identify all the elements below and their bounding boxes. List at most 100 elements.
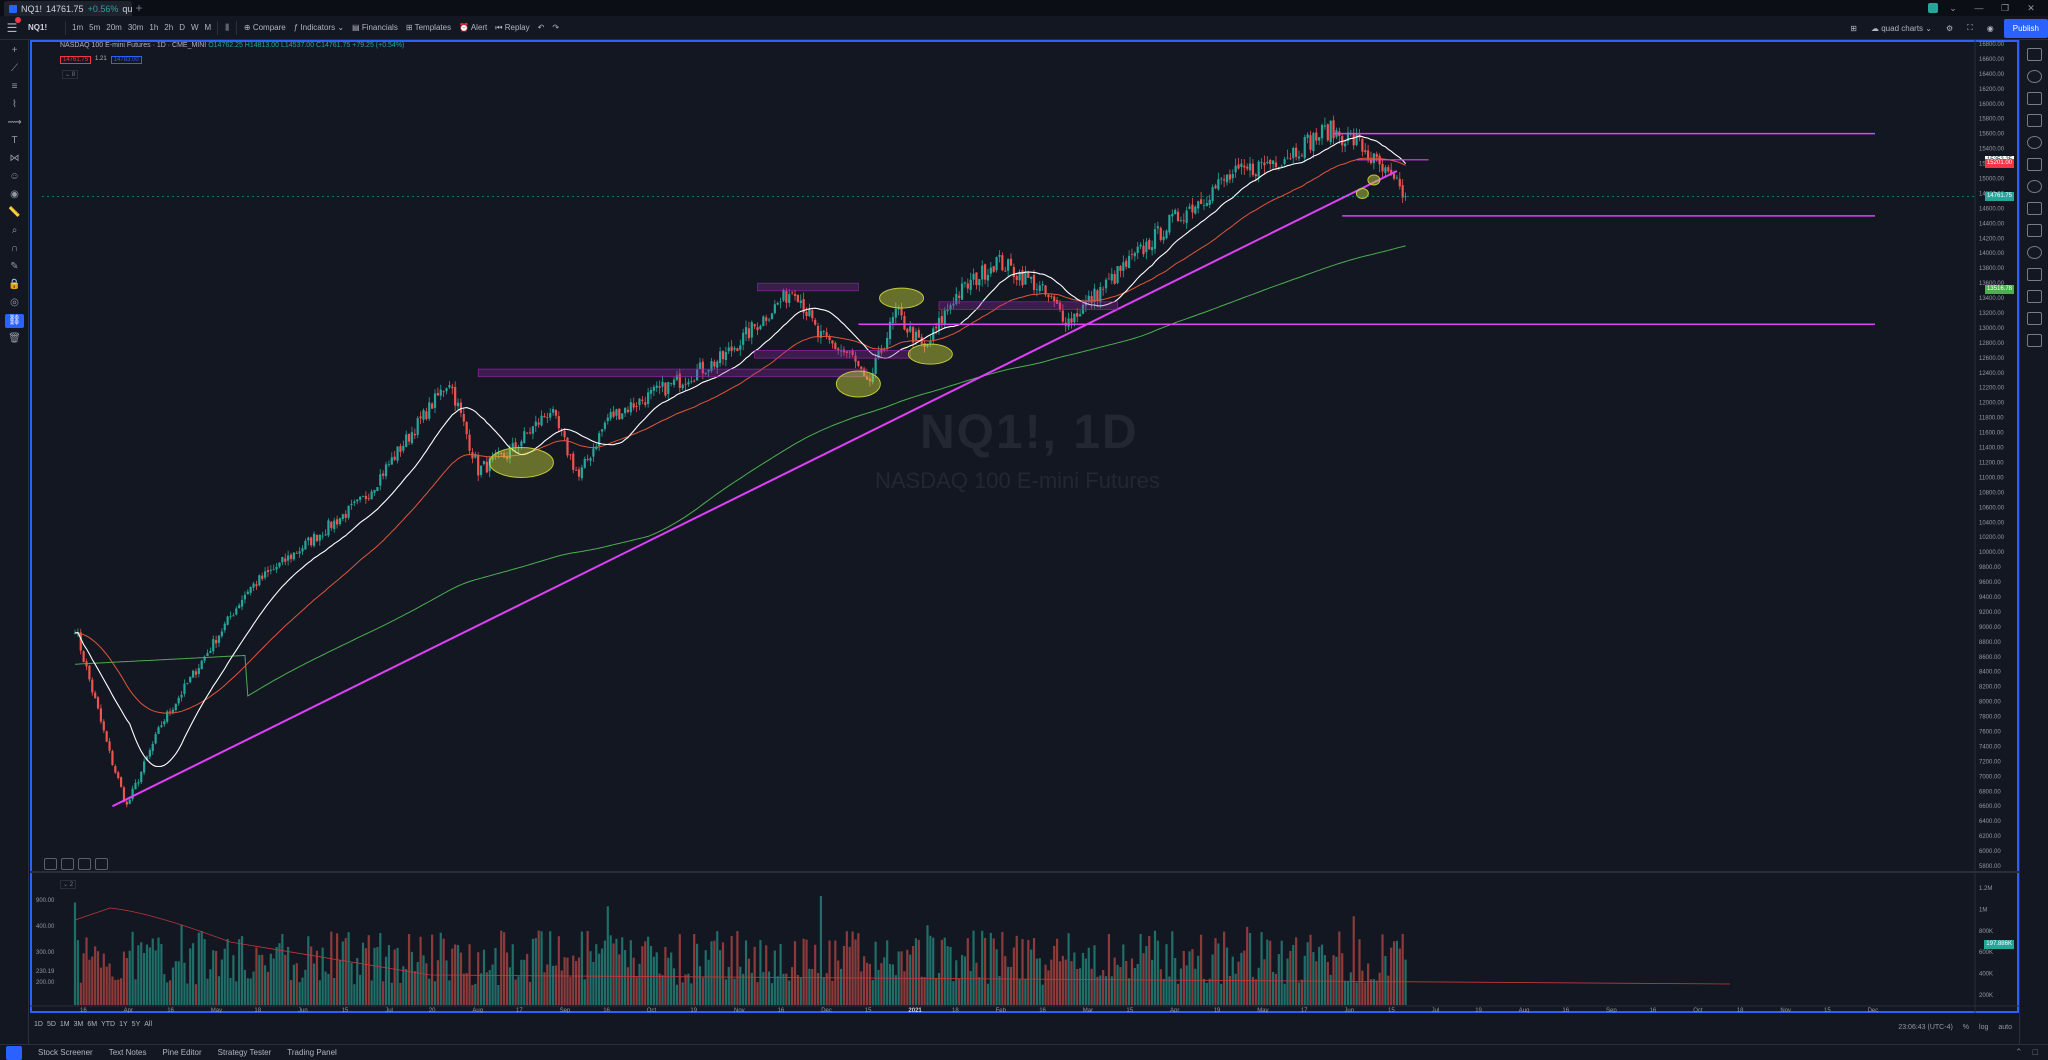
hotlist-icon[interactable]	[2027, 114, 2042, 127]
bottom-tab-stock-screener[interactable]: Stock Screener	[38, 1048, 93, 1057]
ruler-icon[interactable]: 📏	[8, 207, 21, 218]
collapse-panel-icon[interactable]: ⌃	[2015, 1047, 2023, 1057]
link-icon[interactable]: ⛓	[5, 314, 24, 328]
range-1y[interactable]: 1Y	[119, 1021, 128, 1028]
fib-icon[interactable]: ≡	[11, 81, 18, 92]
range-3m[interactable]: 3M	[73, 1021, 84, 1028]
range-all[interactable]: All	[144, 1021, 153, 1028]
percent-toggle[interactable]: %	[1962, 1024, 1970, 1031]
range-1d[interactable]: 1D	[34, 1021, 43, 1028]
range-5y[interactable]: 5Y	[131, 1021, 141, 1028]
clock-label[interactable]: 23:06:43 (UTC-4)	[1898, 1024, 1953, 1031]
icons-tool-icon[interactable]: ☺	[9, 171, 20, 182]
price-chart[interactable]: 16800.0016600.0016400.0016200.0016000.00…	[30, 40, 2019, 1013]
chats-icon[interactable]	[2027, 202, 2042, 215]
compare-button[interactable]: ⊕ Compare	[243, 23, 286, 32]
interval-1h[interactable]: 1h	[149, 23, 159, 32]
chevron-down-icon[interactable]: ⌄	[1949, 2, 1957, 13]
interval-2h[interactable]: 2h	[164, 23, 174, 32]
pane-tool-2-icon[interactable]	[61, 858, 74, 870]
interval-30m[interactable]: 30m	[127, 23, 144, 32]
volume-bar	[681, 982, 684, 1005]
zoom-icon[interactable]: ⌕	[11, 225, 18, 236]
auto-toggle[interactable]: auto	[1998, 1024, 2012, 1031]
trash-icon[interactable]: 🗑	[8, 333, 21, 344]
redo-icon[interactable]: ↷	[552, 23, 560, 32]
range-5d[interactable]: 5D	[46, 1021, 56, 1028]
interval-1m[interactable]: 1m	[72, 23, 84, 32]
settings-icon[interactable]: ⚙	[1945, 23, 1954, 33]
financials-button[interactable]: ▤ Financials	[352, 23, 398, 32]
eye-icon[interactable]: ◉	[10, 189, 19, 200]
volume-collapse-button[interactable]: ⌄ 2	[60, 880, 77, 889]
streams-icon[interactable]	[2027, 180, 2042, 193]
interval-d[interactable]: D	[179, 23, 185, 32]
interval-20m[interactable]: 20m	[106, 23, 122, 32]
pane-tool-1-icon[interactable]	[44, 858, 57, 870]
lock-icon[interactable]: 🔒	[8, 279, 21, 290]
interval-w[interactable]: W	[190, 23, 199, 32]
dom-icon[interactable]	[2027, 290, 2042, 303]
magnet-icon[interactable]: ∩	[10, 243, 19, 254]
bid-chip[interactable]: 14761.75	[60, 56, 92, 64]
alerts-clock-icon[interactable]	[2027, 70, 2042, 83]
range-6m[interactable]: 6M	[87, 1021, 98, 1028]
publish-button[interactable]: Publish	[2003, 18, 2048, 38]
bottom-tab-pine-editor[interactable]: Pine Editor	[162, 1048, 202, 1057]
layout-name-button[interactable]: ☁ quad charts ⌄	[1871, 23, 1932, 33]
visibility-icon[interactable]: ◎	[10, 297, 19, 308]
candle-body	[117, 772, 120, 779]
symbol-search-button[interactable]: NQ1!	[28, 23, 48, 32]
new-tab-button[interactable]: +	[135, 1, 143, 15]
pencil-icon[interactable]: ✎	[10, 261, 19, 272]
alert-button[interactable]: ⏰ Alert	[459, 23, 488, 32]
extension-icon[interactable]	[1928, 3, 1938, 13]
indicators-button[interactable]: ƒ Indicators ⌄	[293, 23, 345, 32]
range-ytd[interactable]: YTD	[101, 1021, 116, 1028]
chart-pane[interactable]	[30, 40, 2019, 1013]
pane-tool-4-icon[interactable]	[95, 858, 108, 870]
maximize-panel-icon[interactable]: □	[2032, 1047, 2038, 1057]
brush-icon[interactable]: ⟿	[7, 117, 22, 128]
interval-5m[interactable]: 5m	[89, 23, 101, 32]
browser-tab[interactable]: NQ1! 14761.75 +0.56% qu	[4, 1, 132, 16]
menu-icon[interactable]: ☰	[0, 16, 24, 35]
camera-icon[interactable]: ◉	[1986, 23, 1994, 33]
templates-button[interactable]: ⊞ Templates	[405, 23, 452, 32]
indicator-collapse-button[interactable]: ⌄ 8	[62, 70, 79, 79]
bottom-tab-trading-panel[interactable]: Trading Panel	[287, 1048, 337, 1057]
calendar-icon[interactable]	[2027, 136, 2042, 149]
notifications-icon[interactable]	[2027, 224, 2042, 237]
ask-chip[interactable]: 14783.00	[110, 56, 142, 64]
watchlist-icon[interactable]	[2027, 48, 2042, 61]
interval-m[interactable]: M	[204, 23, 212, 32]
chart-type-icon[interactable]: ⫼	[225, 22, 229, 32]
range-1m[interactable]: 1M	[59, 1021, 70, 1028]
prediction-icon[interactable]: ⋈	[9, 153, 20, 164]
series-legend[interactable]: NASDAQ 100 E-mini Futures · 1D · CME_MIN…	[60, 42, 404, 49]
tradingview-icon[interactable]	[6, 1045, 22, 1060]
trend-line-icon[interactable]: ⟋	[11, 63, 18, 74]
chart-icon[interactable]	[2027, 312, 2042, 325]
bottom-tab-text-notes[interactable]: Text Notes	[108, 1048, 147, 1057]
minimize-icon[interactable]: —	[1974, 3, 1984, 13]
pattern-icon[interactable]: ⌇	[12, 99, 17, 110]
pane-tool-3-icon[interactable]	[78, 858, 91, 870]
bottom-tab-strategy-tester[interactable]: Strategy Tester	[217, 1048, 272, 1057]
layers-icon[interactable]	[2027, 334, 2042, 347]
ideas-icon[interactable]	[2027, 158, 2042, 171]
date-range-bar: 1D 5D 1M 3M 6M YTD 1Y 5Y All	[34, 1021, 152, 1028]
candle-body	[1087, 295, 1090, 301]
help-icon[interactable]	[2027, 246, 2042, 259]
fullscreen-icon[interactable]: ⛶	[1967, 23, 1973, 32]
layout-icon[interactable]: ⊞	[1850, 23, 1857, 33]
crosshair-icon[interactable]: +	[11, 45, 18, 56]
log-toggle[interactable]: log	[1979, 1024, 1989, 1031]
close-icon[interactable]: ✕	[2027, 2, 2035, 13]
undo-icon[interactable]: ↶	[537, 23, 545, 32]
restore-icon[interactable]: ❐	[2000, 2, 2010, 13]
order-panel-icon[interactable]	[2027, 268, 2042, 281]
replay-button[interactable]: ⏮ Replay	[495, 22, 530, 32]
text-icon[interactable]: T	[11, 135, 18, 146]
data-window-icon[interactable]	[2027, 92, 2042, 105]
